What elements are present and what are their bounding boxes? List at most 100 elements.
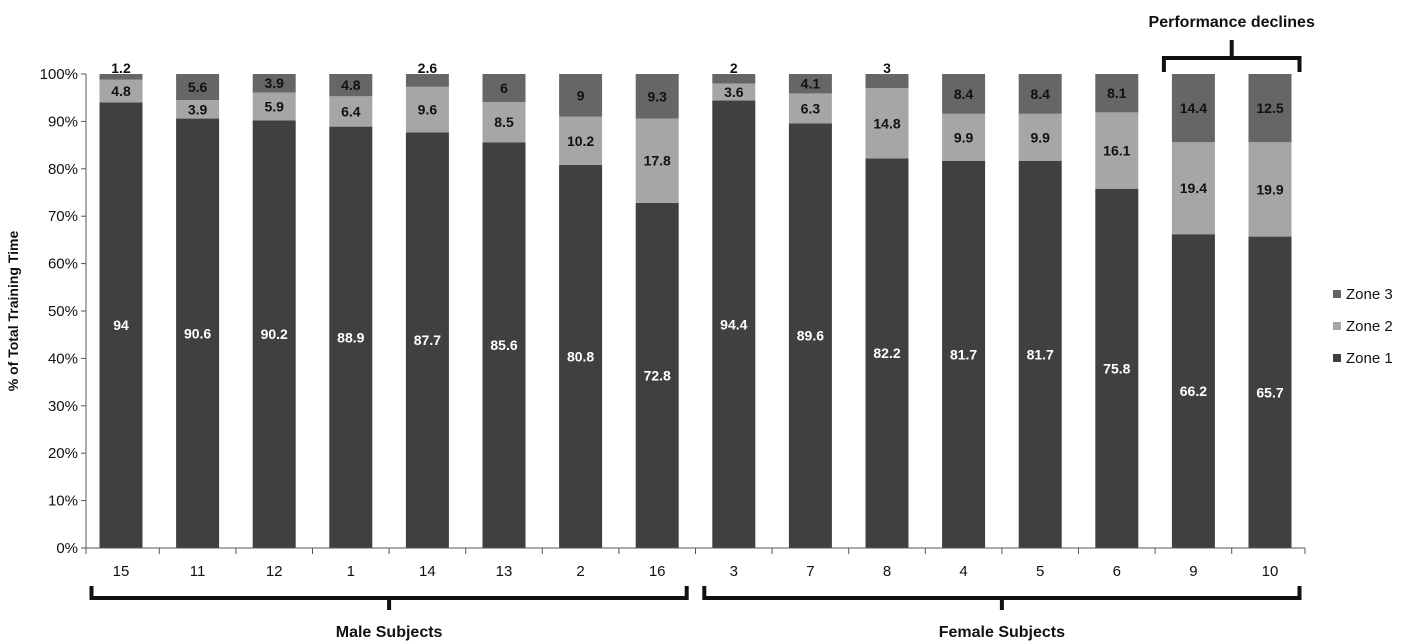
data-label-zone-2: 19.4 bbox=[1180, 180, 1207, 196]
x-tick-label: 14 bbox=[419, 563, 436, 580]
data-label-zone-1: 88.9 bbox=[337, 329, 364, 345]
bar-zone-1 bbox=[1248, 236, 1292, 548]
group-bracket bbox=[702, 586, 1302, 610]
data-label-zone-3: 2.6 bbox=[418, 60, 438, 76]
data-label-zone-2: 16.1 bbox=[1103, 143, 1130, 159]
data-label-zone-3: 2 bbox=[730, 60, 738, 76]
data-label-zone-3: 4.1 bbox=[801, 76, 821, 92]
data-label-zone-2: 6.3 bbox=[801, 100, 821, 116]
bar-zone-1 bbox=[99, 102, 143, 548]
data-label-zone-2: 6.4 bbox=[341, 103, 361, 119]
bar-zone-2 bbox=[99, 79, 143, 103]
data-label-zone-1: 90.2 bbox=[261, 326, 288, 342]
bar-zone-3 bbox=[865, 74, 909, 89]
bar-zone-3 bbox=[1018, 74, 1062, 114]
data-labels: 94 4.8 1.2 90.6 3.9 5.6 90.2 5.9 3.9 88.9 6.4 4.8 87… bbox=[111, 60, 1284, 400]
bar-zone-3 bbox=[559, 74, 603, 117]
legend-swatch bbox=[1333, 354, 1341, 362]
data-label-zone-3: 1.2 bbox=[111, 60, 131, 76]
group-label: Performance declines bbox=[1149, 14, 1315, 31]
data-label-zone-2: 10.2 bbox=[567, 133, 594, 149]
y-tick-label: 0% bbox=[56, 540, 78, 557]
bar-zone-3 bbox=[329, 74, 373, 97]
data-label-zone-3: 6 bbox=[500, 80, 508, 96]
y-tick-label: 60% bbox=[48, 256, 78, 273]
x-axis: 15 11 12 1 14 13 2 16 3 7 8 4 5 6 9 10 bbox=[85, 547, 1306, 580]
data-label-zone-3: 8.4 bbox=[954, 86, 974, 102]
x-tick-label: 6 bbox=[1113, 563, 1121, 580]
legend-label: Zone 1 bbox=[1346, 350, 1393, 367]
bar-zone-1 bbox=[405, 132, 449, 548]
bar-zone-2 bbox=[1018, 113, 1062, 161]
bar-zone-2 bbox=[712, 83, 756, 101]
bar-zone-2 bbox=[1248, 142, 1292, 237]
data-label-zone-3: 12.5 bbox=[1256, 100, 1283, 116]
data-label-zone-2: 9.9 bbox=[1030, 129, 1050, 145]
y-tick-label: 70% bbox=[48, 208, 78, 225]
y-tick-label: 100% bbox=[40, 66, 78, 83]
x-tick-label: 16 bbox=[649, 563, 666, 580]
data-label-zone-2: 8.5 bbox=[494, 114, 514, 130]
bar-zone-2 bbox=[942, 113, 986, 161]
data-label-zone-1: 81.7 bbox=[1027, 346, 1054, 362]
data-label-zone-3: 3.9 bbox=[264, 75, 284, 91]
x-tick-label: 4 bbox=[959, 563, 967, 580]
bar-zone-1 bbox=[635, 202, 679, 549]
bar-zone-3 bbox=[635, 74, 679, 119]
bar-zone-3 bbox=[712, 74, 756, 84]
bar-zone-1 bbox=[788, 123, 832, 549]
bar-zone-1 bbox=[1171, 234, 1215, 548]
x-tick-label: 8 bbox=[883, 563, 891, 580]
bar-zone-3 bbox=[405, 74, 449, 87]
data-label-zone-1: 80.8 bbox=[567, 349, 594, 365]
bar-zone-1 bbox=[712, 100, 756, 548]
data-label-zone-1: 94.4 bbox=[720, 316, 747, 332]
group-bracket bbox=[1161, 40, 1302, 72]
bar-zone-3 bbox=[176, 74, 220, 101]
data-label-zone-1: 85.6 bbox=[490, 337, 517, 353]
bar-zone-1 bbox=[329, 126, 373, 548]
data-label-zone-1: 66.2 bbox=[1180, 383, 1207, 399]
data-label-zone-2: 3.6 bbox=[724, 84, 744, 100]
legend-label: Zone 2 bbox=[1346, 318, 1393, 335]
data-label-zone-1: 87.7 bbox=[414, 332, 441, 348]
data-label-zone-2: 9.6 bbox=[418, 102, 438, 118]
data-label-zone-2: 5.9 bbox=[264, 98, 284, 114]
bar-zone-2 bbox=[252, 92, 296, 121]
bar-zone-2 bbox=[635, 118, 679, 203]
bar-zone-2 bbox=[482, 101, 526, 143]
bar-series bbox=[99, 74, 1292, 549]
data-label-zone-3: 3 bbox=[883, 60, 891, 76]
bar-zone-1 bbox=[942, 160, 986, 548]
data-label-zone-2: 19.9 bbox=[1256, 181, 1283, 197]
y-tick-label: 10% bbox=[48, 493, 78, 510]
bar-zone-1 bbox=[176, 118, 220, 548]
data-label-zone-3: 8.1 bbox=[1107, 85, 1127, 101]
x-tick-label: 12 bbox=[266, 563, 283, 580]
bar-zone-3 bbox=[482, 74, 526, 102]
data-label-zone-1: 75.8 bbox=[1103, 360, 1130, 376]
x-tick-label: 11 bbox=[190, 563, 206, 580]
data-label-zone-3: 9 bbox=[577, 87, 585, 103]
data-label-zone-3: 8.4 bbox=[1030, 86, 1050, 102]
data-label-zone-2: 17.8 bbox=[644, 153, 671, 169]
x-tick-label: 3 bbox=[730, 563, 738, 580]
y-tick-label: 40% bbox=[48, 350, 78, 367]
data-label-zone-1: 82.2 bbox=[873, 345, 900, 361]
y-tick-label: 30% bbox=[48, 398, 78, 415]
bar-zone-3 bbox=[99, 74, 143, 80]
data-label-zone-1: 94 bbox=[113, 317, 129, 333]
group-bracket bbox=[89, 586, 689, 610]
y-tick-label: 20% bbox=[48, 445, 78, 462]
data-label-zone-3: 9.3 bbox=[647, 88, 667, 104]
x-tick-label: 2 bbox=[576, 563, 584, 580]
y-axis-title: % of Total Training Time bbox=[5, 231, 21, 392]
data-label-zone-2: 3.9 bbox=[188, 101, 208, 117]
bar-zone-2 bbox=[329, 96, 373, 127]
bar-zone-1 bbox=[865, 158, 909, 548]
data-label-zone-1: 65.7 bbox=[1256, 384, 1283, 400]
y-tick-label: 90% bbox=[48, 113, 78, 130]
x-tick-label: 1 bbox=[347, 563, 355, 580]
bar-zone-1 bbox=[1095, 188, 1139, 548]
